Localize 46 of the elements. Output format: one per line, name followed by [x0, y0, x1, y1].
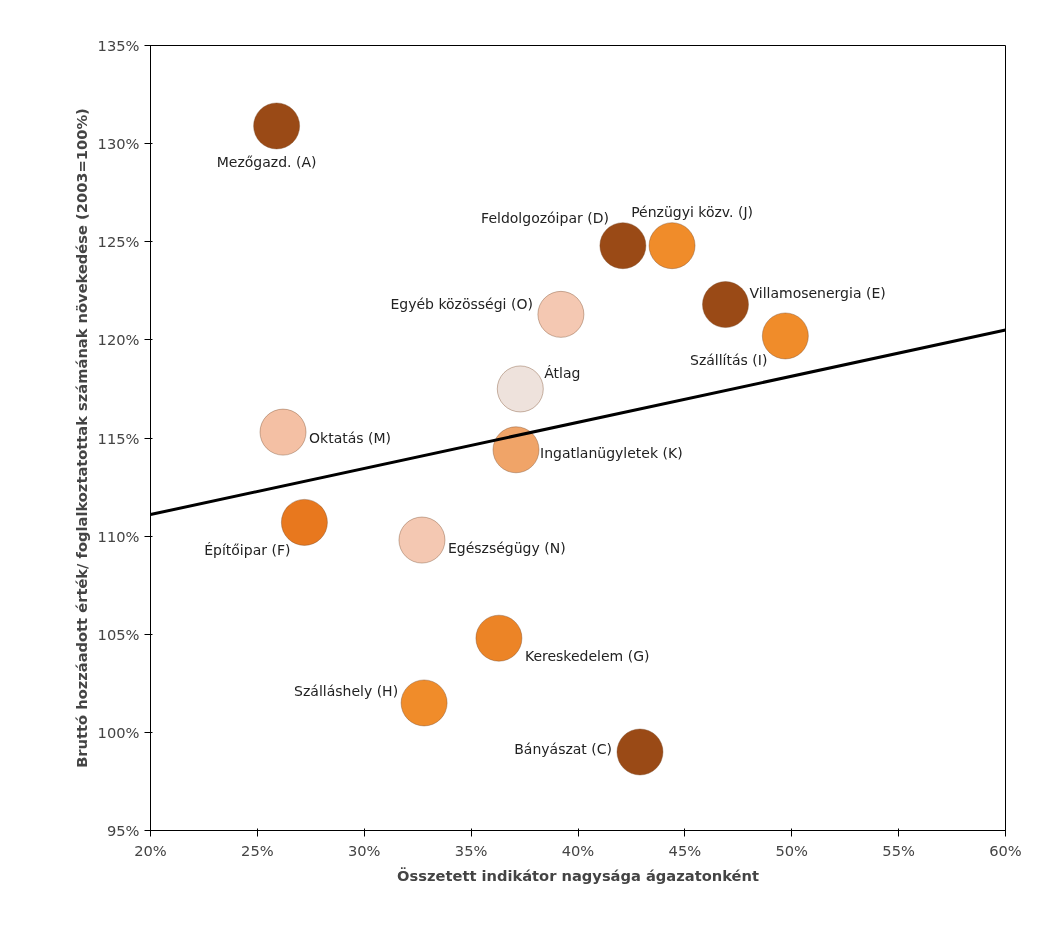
y-tick-label: 135%: [97, 37, 140, 54]
x-tick-label: 35%: [454, 841, 488, 859]
annotation: Építőipar (F): [204, 542, 291, 559]
x-tick-label: 30%: [347, 841, 381, 859]
y-tick-label: 120%: [97, 331, 140, 349]
y-tick-label: 130%: [97, 135, 140, 153]
y-tick-label: 100%: [97, 723, 140, 741]
point: [400, 679, 448, 727]
point: [648, 222, 696, 270]
y-tick-label: 105%: [97, 625, 140, 643]
y-tick-label: 95%: [106, 822, 140, 839]
point: [253, 102, 301, 150]
x-tick-label: 60%: [989, 841, 1022, 859]
annotation: Kereskedelem (G): [524, 648, 650, 665]
x-tick-label: 55%: [882, 841, 915, 859]
x-axis-title: Összetett indikátor nagysága ágazatonként: [397, 866, 759, 884]
point: [280, 498, 328, 546]
y-tick-label: 115%: [97, 429, 140, 447]
annotation: Egészségügy (N): [447, 540, 566, 557]
annotation: Szálláshely (H): [294, 682, 399, 699]
x-tick-label: 20%: [134, 841, 167, 859]
annotation: Villamosenergia (E): [749, 284, 886, 301]
x-tick-label: 50%: [775, 841, 809, 859]
annotation: Pénzügyi közv. (J): [631, 203, 753, 220]
point: [475, 614, 523, 662]
annotation: Átlag: [544, 364, 581, 381]
point: [701, 281, 749, 328]
annotation: Feldolgozóipar (D): [481, 209, 609, 226]
annotation: Oktatás (M): [309, 430, 392, 447]
x-tick-label: 45%: [668, 841, 702, 859]
y-tick-label: 125%: [97, 233, 140, 251]
annotation: Szállítás (I): [689, 351, 768, 368]
point: [492, 426, 540, 474]
point: [496, 365, 544, 413]
annotation: Ingatlanügyletek (K): [540, 444, 683, 461]
x-tick-label: 40%: [561, 841, 595, 859]
point: [398, 516, 446, 564]
point: [537, 290, 585, 338]
annotation: Mezőgazd. (A): [216, 153, 317, 170]
point: [259, 408, 307, 456]
y-tick-label: 110%: [97, 527, 140, 545]
point: [616, 728, 664, 776]
x-tick-label: 25%: [241, 841, 274, 859]
annotation: Bányászat (C): [514, 741, 612, 757]
y-axis-title: Bruttó hozzáadott érték/ foglalkoztatottak számának növekedése (2003=100%): [72, 108, 90, 768]
annotation: Egyéb közösségi (O): [390, 296, 533, 313]
